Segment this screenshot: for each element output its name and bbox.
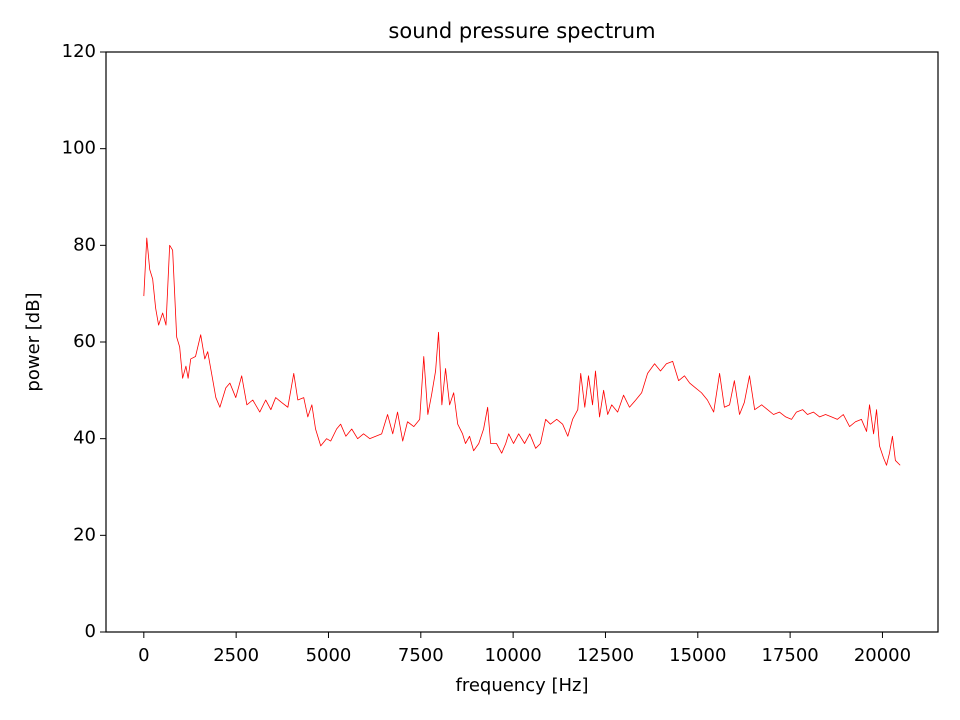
y-tick-label: 60 bbox=[73, 331, 96, 352]
x-tick-label: 17500 bbox=[761, 645, 818, 666]
x-tick-label: 20000 bbox=[854, 645, 911, 666]
y-tick-label: 120 bbox=[62, 41, 96, 62]
x-axis-label: frequency [Hz] bbox=[455, 675, 588, 696]
chart-title: sound pressure spectrum bbox=[388, 19, 655, 43]
y-tick-label: 80 bbox=[73, 234, 96, 255]
x-tick-label: 12500 bbox=[577, 645, 634, 666]
y-tick-label: 40 bbox=[73, 428, 96, 449]
x-tick-label: 15000 bbox=[669, 645, 726, 666]
plot-frame bbox=[105, 51, 939, 633]
x-tick-label: 5000 bbox=[306, 645, 352, 666]
x-tick-label: 0 bbox=[138, 645, 149, 666]
x-tick-label: 7500 bbox=[398, 645, 444, 666]
y-axis-label: power [dB] bbox=[23, 292, 44, 391]
y-tick-label: 0 bbox=[85, 621, 96, 642]
spectrum-line bbox=[143, 237, 901, 466]
y-tick-label: 20 bbox=[73, 524, 96, 545]
x-tick-label: 10000 bbox=[485, 645, 542, 666]
y-tick-label: 100 bbox=[62, 138, 96, 159]
x-tick-label: 2500 bbox=[213, 645, 259, 666]
